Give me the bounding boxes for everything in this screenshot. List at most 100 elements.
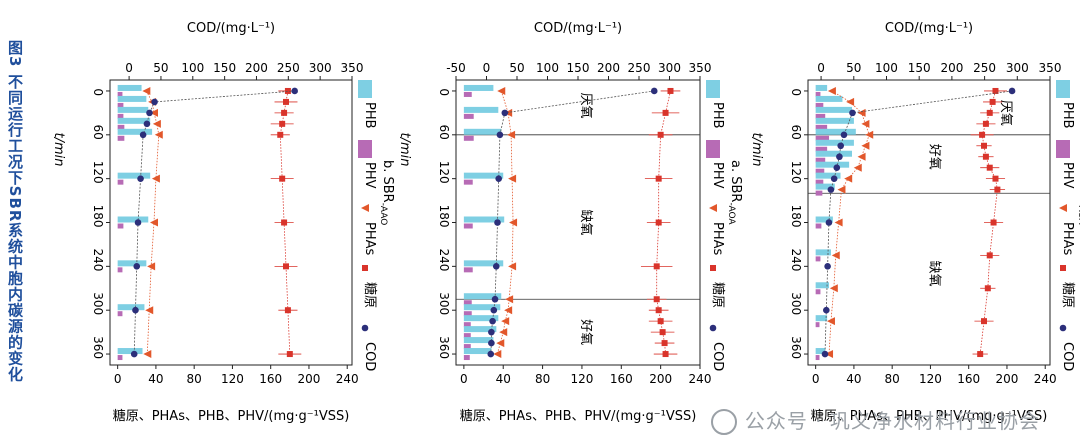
legend-label-phb: PHB bbox=[362, 102, 377, 129]
phas-point bbox=[504, 306, 513, 315]
phv-bar bbox=[463, 344, 471, 350]
glycogen-point bbox=[661, 340, 668, 347]
phb-bar bbox=[815, 139, 854, 146]
phv-bar bbox=[117, 91, 123, 97]
value-tick-label: 0 bbox=[812, 372, 820, 386]
legend-label-phv: PHV bbox=[710, 162, 725, 189]
phas-point bbox=[834, 218, 843, 227]
glycogen-point bbox=[667, 87, 674, 94]
phv-bar bbox=[117, 124, 125, 130]
cod-point bbox=[491, 295, 499, 303]
phv-bar bbox=[815, 289, 821, 295]
phase-label: 缺氧 bbox=[578, 209, 593, 235]
cod-point bbox=[291, 87, 298, 95]
panel-a-middle: 0 60 120 180 240 300 360 t/min 0 40 80 120 160 200 240… bbox=[397, 21, 743, 424]
phv-bar bbox=[117, 223, 124, 229]
cod-point bbox=[143, 120, 151, 128]
cod-tick-label: 350 bbox=[1039, 61, 1062, 75]
phv-bar bbox=[463, 300, 472, 306]
phv-bar bbox=[815, 102, 824, 108]
cod-tick-label: 50 bbox=[153, 61, 168, 75]
legend-label-cod: COD bbox=[710, 342, 725, 371]
cod-tick-label: 200 bbox=[597, 61, 620, 75]
glycogen-point bbox=[989, 98, 996, 105]
value-tick-label: 160 bbox=[259, 372, 282, 386]
glycogen-point bbox=[981, 318, 987, 325]
cod-point bbox=[823, 306, 830, 314]
figure-caption: 图3 不同运行工况下SBR系统中胞内碳源的变化 bbox=[6, 40, 24, 383]
phv-bar bbox=[463, 311, 472, 317]
panel-subtitle: a. SBR-AOA bbox=[1076, 160, 1080, 225]
phas-point bbox=[142, 86, 151, 95]
phb-bar bbox=[463, 106, 499, 113]
phas-line bbox=[828, 90, 870, 355]
legend-label-cod: COD bbox=[362, 342, 377, 371]
cod-axis-label: COD/(mg·L⁻¹) bbox=[885, 21, 973, 36]
glycogen-point bbox=[655, 219, 662, 226]
phb-bar bbox=[117, 95, 147, 102]
phv-bar bbox=[815, 124, 828, 130]
legend-swatch-phas bbox=[361, 204, 369, 212]
cod-point bbox=[133, 263, 141, 270]
phb-bar bbox=[117, 128, 153, 135]
cod-point bbox=[840, 131, 848, 139]
phb-bar bbox=[117, 348, 143, 355]
glycogen-point bbox=[279, 175, 286, 182]
phase-label: 好氧 bbox=[578, 319, 593, 345]
cod-tick-label: -50 bbox=[446, 61, 466, 75]
phb-bar bbox=[815, 216, 833, 223]
phase-label: 厌氧 bbox=[998, 100, 1013, 126]
glycogen-point bbox=[977, 351, 984, 358]
glycogen-point bbox=[982, 153, 989, 160]
phas-point bbox=[154, 130, 163, 139]
glycogen-point bbox=[277, 131, 284, 138]
phb-bar bbox=[815, 172, 841, 179]
legend-label-phb: PHB bbox=[1060, 102, 1075, 129]
value-tick-label: 200 bbox=[996, 372, 1019, 386]
phas-point bbox=[152, 119, 161, 128]
phb-bar bbox=[815, 106, 852, 113]
phv-bar bbox=[117, 113, 124, 119]
glycogen-point bbox=[990, 219, 997, 226]
glycogen-point bbox=[655, 175, 662, 182]
cod-line bbox=[133, 90, 295, 355]
phv-bar bbox=[815, 146, 828, 152]
watermark: 公众号 · 巩义净水材料行业协会 bbox=[710, 405, 1040, 435]
panel-subtitle-subscript: -AOA bbox=[1076, 202, 1080, 225]
value-tick-label: 80 bbox=[885, 372, 900, 386]
glycogen-point bbox=[284, 87, 291, 94]
phas-point bbox=[151, 174, 160, 183]
cod-tick-label: 300 bbox=[1006, 61, 1029, 75]
cod-point bbox=[488, 328, 495, 336]
phb-bar bbox=[815, 95, 843, 102]
phb-bar bbox=[463, 84, 494, 91]
phas-point bbox=[499, 328, 508, 337]
cod-point bbox=[488, 339, 495, 347]
cod-point bbox=[824, 263, 831, 270]
phb-bar bbox=[463, 260, 504, 267]
phb-bar bbox=[815, 150, 852, 157]
cod-tick-label: 150 bbox=[213, 61, 236, 75]
phv-bar bbox=[815, 179, 824, 185]
phas-point bbox=[147, 262, 156, 271]
cod-point bbox=[134, 219, 142, 226]
time-axis-label: t/min bbox=[397, 133, 412, 167]
phb-bar bbox=[117, 172, 151, 179]
cod-point bbox=[837, 142, 845, 150]
cod-axis-label: COD/(mg·L⁻¹) bbox=[187, 21, 275, 36]
panel-c: 0 60 120 180 240 300 360 t/min 0 40 80 120 160 200 240… bbox=[51, 21, 395, 424]
legend-swatch-phas bbox=[1059, 204, 1067, 212]
phb-bar bbox=[815, 282, 830, 289]
glycogen-point bbox=[992, 87, 999, 94]
time-axis-label: t/min bbox=[749, 133, 764, 167]
phas-point bbox=[861, 119, 870, 128]
phv-bar bbox=[815, 135, 830, 141]
time-tick-label: 360 bbox=[789, 336, 803, 359]
value-tick-label: 40 bbox=[846, 372, 861, 386]
phv-bar bbox=[117, 267, 123, 273]
cod-tick-label: 200 bbox=[940, 61, 963, 75]
phb-bar bbox=[463, 172, 504, 179]
time-tick-label: 60 bbox=[91, 125, 105, 140]
time-tick-label: 120 bbox=[437, 161, 451, 184]
glycogen-line bbox=[279, 90, 291, 355]
